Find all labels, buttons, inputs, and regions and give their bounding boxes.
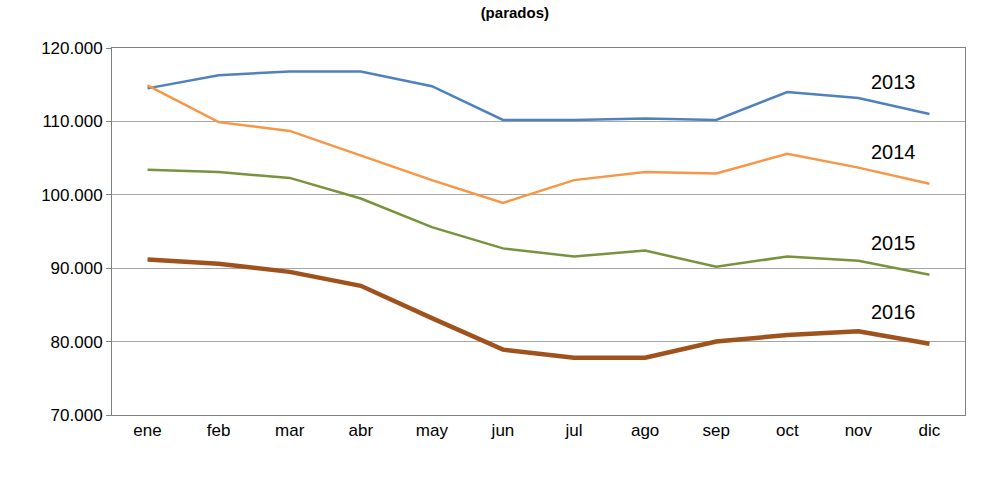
svg-text:2014: 2014 bbox=[871, 141, 916, 163]
svg-text:2013: 2013 bbox=[871, 71, 916, 93]
svg-text:nov: nov bbox=[845, 421, 873, 440]
svg-text:(parados): (parados) bbox=[481, 4, 549, 21]
svg-text:ene: ene bbox=[133, 421, 161, 440]
svg-text:110.000: 110.000 bbox=[42, 112, 102, 131]
svg-text:mar: mar bbox=[275, 421, 305, 440]
svg-text:90.000: 90.000 bbox=[51, 259, 103, 278]
svg-text:70.000: 70.000 bbox=[51, 406, 103, 425]
svg-text:abr: abr bbox=[349, 421, 374, 440]
svg-text:100.000: 100.000 bbox=[41, 186, 102, 205]
svg-text:80.000: 80.000 bbox=[51, 333, 103, 352]
svg-text:feb: feb bbox=[207, 421, 231, 440]
svg-text:sep: sep bbox=[702, 421, 729, 440]
svg-text:2016: 2016 bbox=[871, 301, 916, 323]
svg-text:dic: dic bbox=[919, 421, 941, 440]
svg-text:jul: jul bbox=[565, 421, 583, 440]
svg-text:jun: jun bbox=[491, 421, 515, 440]
svg-text:may: may bbox=[416, 421, 449, 440]
svg-text:oct: oct bbox=[776, 421, 799, 440]
svg-text:2015: 2015 bbox=[871, 232, 916, 254]
svg-text:120.000: 120.000 bbox=[41, 39, 102, 58]
svg-text:ago: ago bbox=[631, 421, 659, 440]
